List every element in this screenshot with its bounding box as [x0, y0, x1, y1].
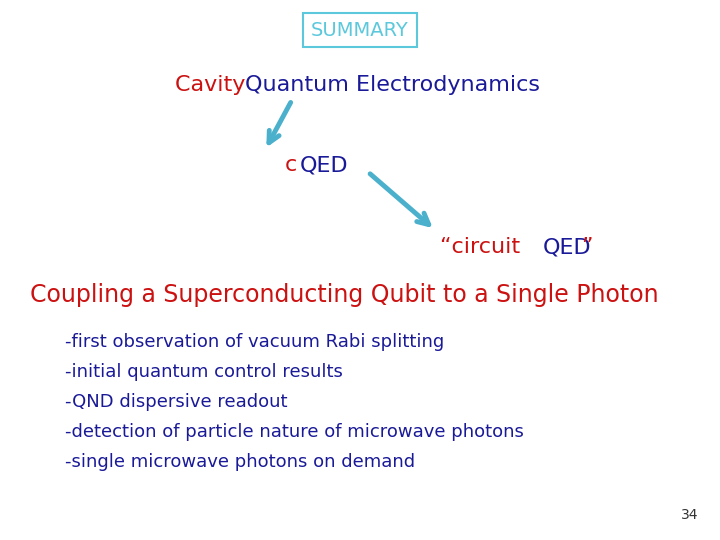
Text: c: c [285, 155, 297, 175]
Text: 34: 34 [681, 508, 698, 522]
Text: QED: QED [543, 237, 592, 257]
Text: QED: QED [300, 155, 348, 175]
Text: SUMMARY: SUMMARY [311, 21, 409, 39]
Text: -initial quantum control results: -initial quantum control results [65, 363, 343, 381]
Text: -first observation of vacuum Rabi splitting: -first observation of vacuum Rabi splitt… [65, 333, 444, 351]
Text: -detection of particle nature of microwave photons: -detection of particle nature of microwa… [65, 423, 524, 441]
Text: Cavity: Cavity [175, 75, 253, 95]
Text: “circuit: “circuit [440, 237, 527, 257]
Text: Quantum Electrodynamics: Quantum Electrodynamics [245, 75, 540, 95]
Text: Coupling a Superconducting Qubit to a Single Photon: Coupling a Superconducting Qubit to a Si… [30, 283, 659, 307]
Text: -QND dispersive readout: -QND dispersive readout [65, 393, 287, 411]
Text: -single microwave photons on demand: -single microwave photons on demand [65, 453, 415, 471]
Text: ”: ” [581, 237, 593, 257]
